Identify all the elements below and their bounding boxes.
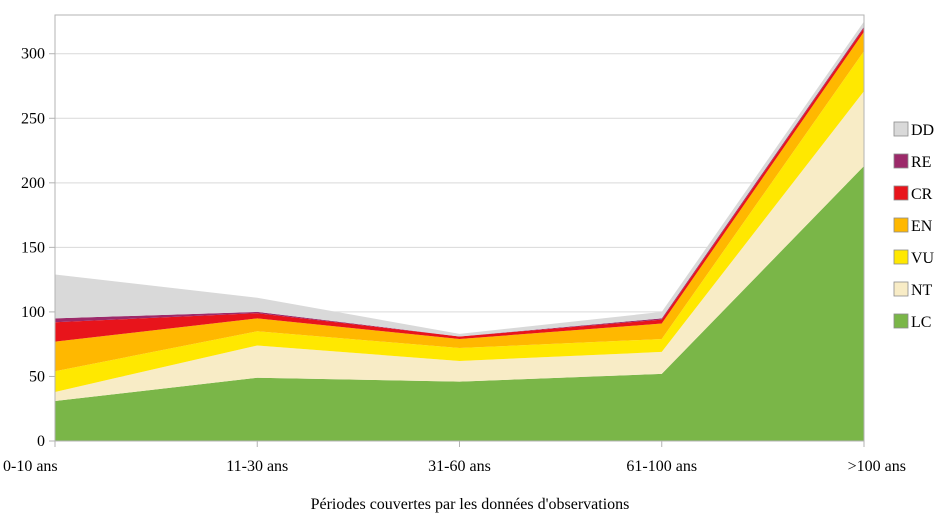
legend-label-lc: LC bbox=[911, 314, 931, 331]
legend-swatch-nt bbox=[893, 281, 909, 297]
x-tick-label-0: 0-10 ans bbox=[3, 458, 58, 475]
y-tick-label-200: 200 bbox=[21, 175, 45, 192]
legend-swatch-cr bbox=[893, 185, 909, 201]
x-tick-labels: 0-10 ans 11-30 ans 31-60 ans 61-100 ans >100… bbox=[3, 441, 906, 475]
x-tick-label-4: >100 ans bbox=[848, 458, 906, 475]
y-tick-labels: 0 50 100 150 200 250 300 bbox=[21, 46, 55, 450]
area-en bbox=[55, 31, 864, 372]
x-tick-label-2: 31-60 ans bbox=[428, 458, 491, 475]
legend-swatch-dd bbox=[893, 121, 909, 137]
y-tick-label-250: 250 bbox=[21, 110, 45, 127]
legend-label-re: RE bbox=[911, 154, 931, 171]
y-tick-label-150: 150 bbox=[21, 239, 45, 256]
y-tick-label-50: 50 bbox=[29, 368, 45, 385]
y-tick-label-100: 100 bbox=[21, 304, 45, 321]
y-tick-label-300: 300 bbox=[21, 46, 45, 63]
legend-label-cr: CR bbox=[911, 186, 933, 203]
area-lc bbox=[55, 166, 864, 442]
area-dd bbox=[55, 21, 864, 337]
legend-swatch-vu bbox=[893, 249, 909, 265]
x-axis-title: Périodes couvertes par les données d'obs… bbox=[311, 496, 630, 513]
legend-label-nt: NT bbox=[911, 282, 933, 299]
legend-label-en: EN bbox=[911, 218, 933, 235]
legend-label-dd: DD bbox=[911, 122, 934, 139]
legend-swatch-re bbox=[893, 153, 909, 169]
x-tick-label-1: 11-30 ans bbox=[226, 458, 288, 475]
x-tick-label-3: 61-100 ans bbox=[626, 458, 697, 475]
legend-label-vu: VU bbox=[911, 250, 935, 267]
area-series bbox=[55, 21, 864, 442]
legend-swatch-en bbox=[893, 217, 909, 233]
legend-swatch-lc bbox=[893, 313, 909, 329]
y-tick-label-0: 0 bbox=[37, 433, 45, 450]
legend: DD RE CR EN VU NT LC bbox=[893, 121, 935, 331]
area-vu bbox=[55, 51, 864, 392]
